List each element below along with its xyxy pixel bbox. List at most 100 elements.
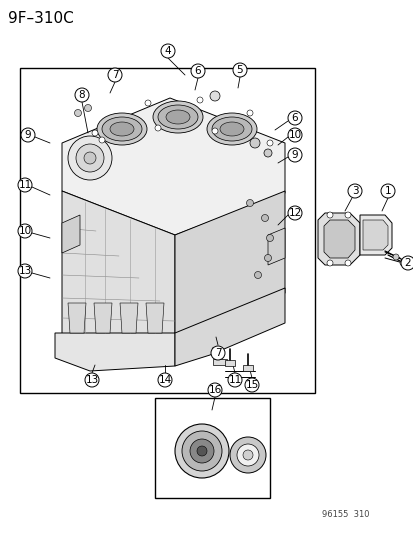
Bar	[154, 398, 269, 498]
Circle shape	[380, 184, 394, 198]
Ellipse shape	[110, 122, 134, 136]
Text: 8: 8	[78, 90, 85, 100]
Text: 3: 3	[351, 186, 357, 196]
Bar	[20, 68, 314, 393]
Circle shape	[85, 373, 99, 387]
Polygon shape	[146, 303, 164, 333]
Circle shape	[18, 178, 32, 192]
Polygon shape	[55, 333, 175, 371]
Circle shape	[287, 148, 301, 162]
Circle shape	[18, 224, 32, 238]
Polygon shape	[175, 288, 284, 366]
Text: 10: 10	[19, 226, 31, 236]
Circle shape	[242, 450, 252, 460]
Circle shape	[247, 110, 252, 116]
Circle shape	[18, 264, 32, 278]
Circle shape	[400, 256, 413, 270]
Circle shape	[254, 271, 261, 279]
Ellipse shape	[206, 113, 256, 145]
Circle shape	[326, 260, 332, 266]
Text: 16: 16	[208, 385, 221, 395]
Ellipse shape	[97, 113, 147, 145]
Circle shape	[197, 97, 202, 103]
Text: 7: 7	[112, 70, 118, 80]
Text: 15: 15	[245, 380, 258, 390]
Circle shape	[263, 149, 271, 157]
Text: 14: 14	[158, 375, 171, 385]
Circle shape	[344, 260, 350, 266]
Circle shape	[228, 373, 242, 387]
Circle shape	[99, 137, 105, 143]
Polygon shape	[68, 303, 86, 333]
Text: 9F–310C: 9F–310C	[8, 11, 74, 26]
Circle shape	[84, 152, 96, 164]
Text: 2: 2	[404, 258, 411, 268]
Polygon shape	[267, 228, 284, 265]
Circle shape	[266, 140, 272, 146]
Circle shape	[246, 199, 253, 206]
Circle shape	[261, 214, 268, 222]
Circle shape	[175, 424, 228, 478]
Text: 9: 9	[291, 150, 298, 160]
Circle shape	[207, 383, 221, 397]
Bar	[212, 359, 226, 365]
Circle shape	[392, 254, 398, 260]
Circle shape	[84, 104, 91, 111]
Polygon shape	[359, 215, 391, 255]
Circle shape	[158, 373, 171, 387]
Ellipse shape	[158, 105, 197, 129]
Polygon shape	[323, 220, 354, 258]
Circle shape	[287, 111, 301, 125]
Polygon shape	[62, 191, 175, 338]
Circle shape	[68, 136, 112, 180]
Circle shape	[287, 206, 301, 220]
Circle shape	[326, 212, 332, 218]
Polygon shape	[175, 191, 284, 338]
Text: 7: 7	[214, 348, 221, 358]
Polygon shape	[362, 220, 387, 250]
Bar	[242, 365, 252, 371]
Circle shape	[76, 144, 104, 172]
Circle shape	[236, 444, 259, 466]
Text: 6: 6	[194, 66, 201, 76]
Circle shape	[266, 235, 273, 241]
Circle shape	[75, 88, 89, 102]
Circle shape	[347, 184, 361, 198]
Ellipse shape	[219, 122, 243, 136]
Circle shape	[230, 437, 266, 473]
Polygon shape	[94, 303, 112, 333]
Text: 1: 1	[384, 186, 390, 196]
Circle shape	[211, 346, 224, 360]
Circle shape	[145, 100, 151, 106]
Ellipse shape	[211, 117, 252, 141]
Circle shape	[74, 109, 81, 117]
Polygon shape	[62, 215, 80, 253]
Circle shape	[233, 63, 247, 77]
Polygon shape	[317, 213, 359, 265]
Ellipse shape	[166, 110, 190, 124]
Circle shape	[399, 260, 405, 266]
Text: 11: 11	[18, 180, 31, 190]
Text: 12: 12	[288, 208, 301, 218]
Circle shape	[92, 130, 98, 136]
Circle shape	[197, 446, 206, 456]
Ellipse shape	[102, 117, 142, 141]
Circle shape	[108, 68, 122, 82]
Text: 11: 11	[228, 375, 241, 385]
Text: 9: 9	[25, 130, 31, 140]
Circle shape	[154, 125, 161, 131]
Bar	[224, 360, 235, 366]
Text: 13: 13	[85, 375, 98, 385]
Text: 5: 5	[236, 65, 243, 75]
Polygon shape	[120, 303, 138, 333]
Circle shape	[161, 44, 175, 58]
Circle shape	[287, 128, 301, 142]
Circle shape	[21, 128, 35, 142]
Text: 13: 13	[18, 266, 31, 276]
Circle shape	[182, 431, 221, 471]
Circle shape	[190, 439, 214, 463]
Circle shape	[211, 128, 218, 134]
Circle shape	[209, 91, 219, 101]
Ellipse shape	[153, 101, 202, 133]
Text: 96155  310: 96155 310	[322, 510, 369, 519]
